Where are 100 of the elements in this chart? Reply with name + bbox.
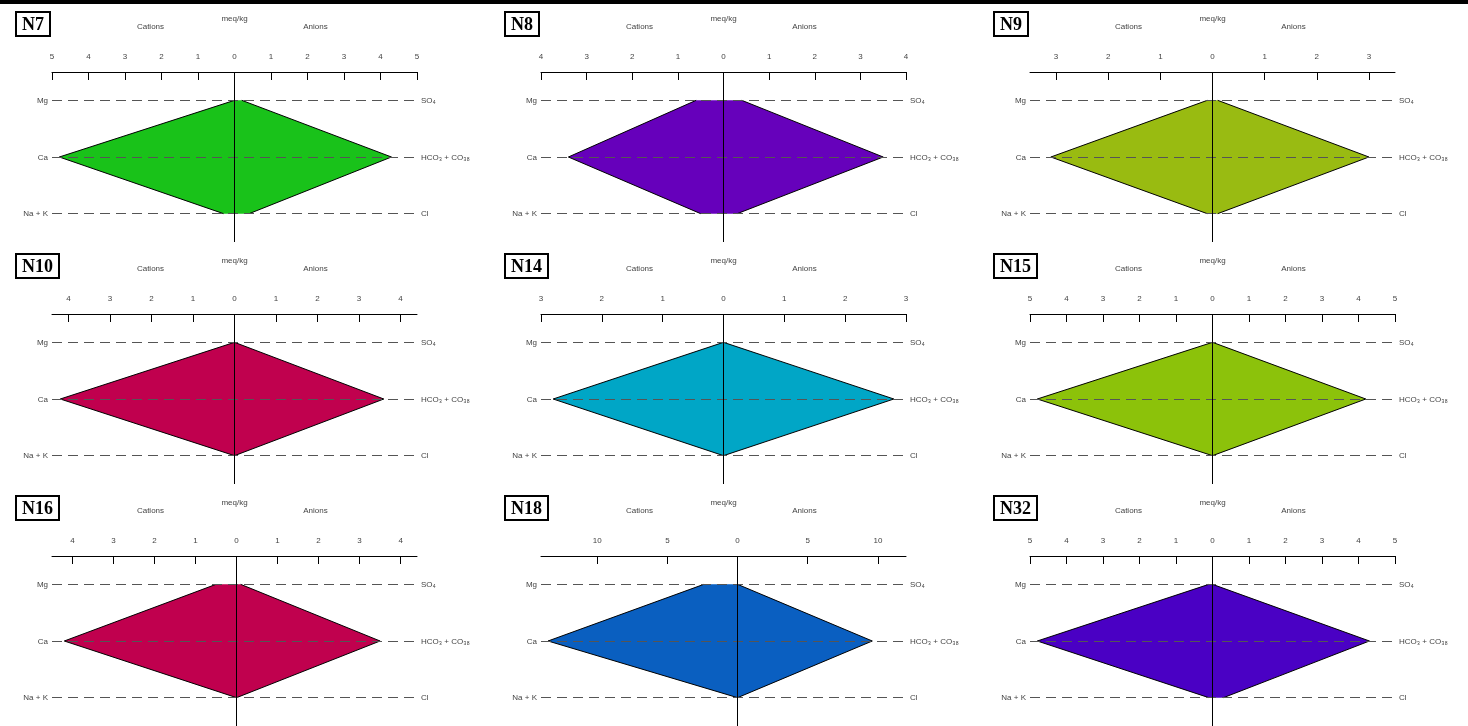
text: Anions — [792, 21, 817, 31]
x-tick-label: 1 — [190, 293, 196, 303]
x-axis-title: meq/kg — [710, 13, 737, 23]
x-axis-title: meq/kg — [710, 255, 737, 265]
y-tick-label: Na + K — [512, 693, 538, 703]
x-tick-label: 1 — [193, 535, 199, 545]
x-tick-label: 5 — [1027, 535, 1033, 545]
y-tick-label: Ca — [1015, 636, 1027, 646]
y-tick-label: Ca — [1015, 152, 1027, 162]
x-tick-label: 3 — [1100, 293, 1106, 303]
x-tick-label: 5 — [49, 51, 55, 61]
y2-tick-label: SO₄ — [910, 337, 925, 347]
x-tick-label: 1 — [766, 51, 772, 61]
x-tick-label: 2 — [1283, 293, 1289, 303]
y-tick-label: Mg — [1014, 95, 1026, 105]
x-tick-label: 2 — [812, 51, 818, 61]
x-axis-title: meq/kg — [710, 497, 737, 507]
x-tick-label: 3 — [107, 293, 113, 303]
y2-tick-label: Cl — [1399, 209, 1407, 219]
y-tick-label: Ca — [526, 152, 538, 162]
y-tick-label: Na + K — [23, 451, 49, 461]
y-tick-label: Ca — [526, 394, 538, 404]
y-tick-label: Na + K — [1001, 209, 1027, 219]
chart-title: N32 — [1000, 498, 1031, 518]
x-tick-label: 3 — [538, 293, 544, 303]
x-tick-label: 5 — [1392, 535, 1398, 545]
x-tick-label: 0 — [232, 293, 238, 303]
text: Cations — [625, 505, 654, 515]
x-tick-label: 4 — [1356, 293, 1362, 303]
x-tick-label: 0 — [721, 51, 727, 61]
y2-tick-label: Cl — [1399, 693, 1407, 703]
x-tick-label: 3 — [1100, 535, 1106, 545]
text: Cations — [625, 21, 654, 31]
x-tick-label: 3 — [584, 51, 590, 61]
y-tick-label: Na + K — [512, 451, 538, 461]
x-tick-label: 5 — [665, 535, 671, 545]
x-tick-label: 0 — [234, 535, 240, 545]
x-tick-label: 5 — [805, 535, 811, 545]
x-tick-label: 0 — [1210, 51, 1216, 61]
x-tick-label: 3 — [1319, 293, 1325, 303]
x-tick-label: 0 — [721, 293, 727, 303]
text: Anions — [1281, 21, 1306, 31]
y2-tick-label: HCO₃ + CO₃₈ — [1399, 636, 1448, 646]
x-tick-label: 2 — [630, 51, 636, 61]
x-tick-label: 0 — [232, 51, 238, 61]
x-tick-label: 2 — [1283, 535, 1289, 545]
x-tick-label: 3 — [357, 535, 363, 545]
y2-tick-label: SO₄ — [421, 579, 436, 589]
x-tick-label: 5 — [1027, 293, 1033, 303]
text: Anions — [792, 505, 817, 515]
x-tick-label: 5 — [1392, 293, 1398, 303]
x-tick-label: 4 — [1064, 293, 1070, 303]
y-tick-label: Mg — [525, 579, 537, 589]
y2-tick-label: SO₄ — [421, 95, 436, 105]
y2-tick-label: Cl — [421, 209, 429, 219]
x-tick-label: 4 — [66, 293, 72, 303]
x-tick-label: 4 — [70, 535, 76, 545]
y-tick-label: Ca — [37, 394, 49, 404]
y2-tick-label: SO₄ — [1399, 95, 1414, 105]
x-tick-label: 4 — [86, 51, 92, 61]
x-tick-label: 0 — [1210, 293, 1216, 303]
y-tick-label: Mg — [36, 95, 48, 105]
x-tick-label: 4 — [378, 51, 384, 61]
x-tick-label: 2 — [152, 535, 158, 545]
x-tick-label: 2 — [315, 293, 321, 303]
x-tick-label: 3 — [1053, 51, 1059, 61]
x-axis-title: meq/kg — [1199, 255, 1226, 265]
x-tick-label: 10 — [592, 535, 603, 545]
y-tick-label: Na + K — [1001, 451, 1027, 461]
chart-title: N15 — [1000, 256, 1031, 276]
text: Anions — [303, 263, 328, 273]
text: Anions — [792, 263, 817, 273]
y2-tick-label: HCO₃ + CO₃₈ — [421, 152, 470, 162]
x-tick-label: 3 — [903, 293, 909, 303]
y-tick-label: Mg — [36, 579, 48, 589]
chart-title: N16 — [22, 498, 53, 518]
y-tick-label: Ca — [37, 152, 49, 162]
text: Anions — [1281, 263, 1306, 273]
x-tick-label: 3 — [111, 535, 117, 545]
x-tick-label: 1 — [675, 51, 681, 61]
x-tick-label: 1 — [1173, 293, 1179, 303]
chart-title: N18 — [511, 498, 542, 518]
text: Cations — [136, 505, 165, 515]
y2-tick-label: HCO₃ + CO₃₈ — [421, 636, 470, 646]
x-axis-title: meq/kg — [221, 497, 248, 507]
x-tick-label: 2 — [599, 293, 605, 303]
x-tick-label: 2 — [159, 51, 165, 61]
x-tick-label: 3 — [1319, 535, 1325, 545]
y-tick-label: Ca — [37, 636, 49, 646]
text: Cations — [625, 263, 654, 273]
y-tick-label: Na + K — [1001, 693, 1027, 703]
chart-title: N9 — [1000, 14, 1022, 34]
y2-tick-label: Cl — [421, 693, 429, 703]
y2-tick-label: HCO₃ + CO₃₈ — [910, 636, 959, 646]
x-tick-label: 1 — [782, 293, 788, 303]
y2-tick-label: HCO₃ + CO₃₈ — [910, 394, 959, 404]
text: Anions — [1281, 505, 1306, 515]
x-tick-label: 2 — [1137, 535, 1143, 545]
x-tick-label: 3 — [122, 51, 128, 61]
x-tick-label: 3 — [341, 51, 347, 61]
